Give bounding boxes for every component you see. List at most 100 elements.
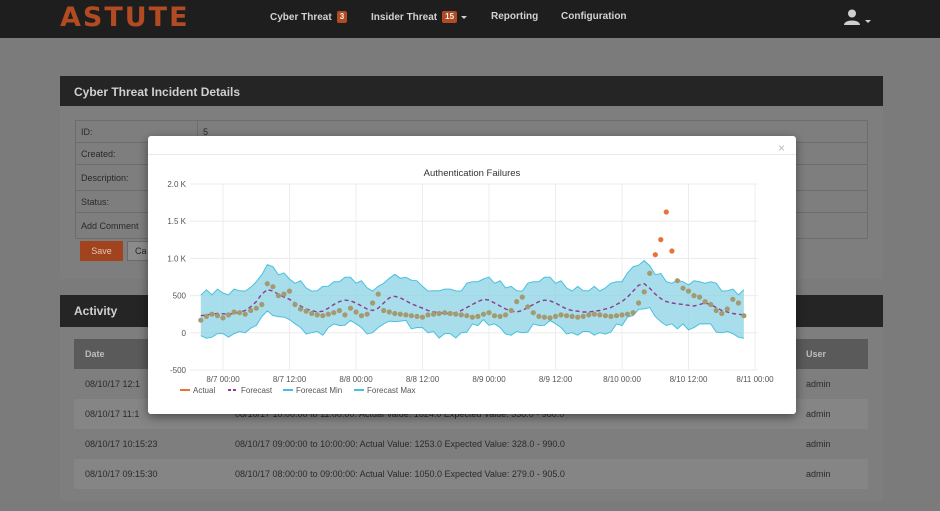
- close-icon[interactable]: ×: [777, 141, 785, 155]
- actual-data-point[interactable]: [536, 313, 542, 319]
- actual-data-point[interactable]: [214, 313, 221, 319]
- actual-data-point[interactable]: [514, 299, 520, 305]
- actual-data-point[interactable]: [353, 309, 359, 315]
- actual-data-point[interactable]: [552, 313, 559, 319]
- nav-configuration[interactable]: Configuration: [561, 11, 627, 22]
- actual-data-point[interactable]: [569, 313, 575, 319]
- actual-data-point[interactable]: [220, 315, 226, 321]
- nav-insider-threat[interactable]: Insider Threat 15: [371, 11, 468, 23]
- actual-data-point[interactable]: [491, 313, 498, 319]
- actual-data-point[interactable]: [641, 289, 647, 295]
- actual-data-point[interactable]: [575, 314, 581, 320]
- actual-data-point[interactable]: [525, 304, 531, 310]
- actual-data-point[interactable]: [442, 310, 448, 316]
- actual-data-point[interactable]: [259, 301, 265, 308]
- actual-data-point[interactable]: [652, 252, 658, 258]
- actual-data-point[interactable]: [486, 310, 492, 316]
- actual-data-point[interactable]: [691, 293, 697, 299]
- actual-data-point[interactable]: [503, 312, 509, 318]
- actual-data-point[interactable]: [636, 300, 642, 306]
- actual-data-point[interactable]: [231, 309, 237, 315]
- actual-data-point[interactable]: [403, 312, 409, 318]
- actual-data-point[interactable]: [414, 313, 420, 319]
- actual-data-point[interactable]: [730, 296, 736, 302]
- actual-data-point[interactable]: [597, 312, 603, 318]
- actual-data-point[interactable]: [292, 301, 298, 308]
- nav-reporting[interactable]: Reporting: [491, 11, 538, 22]
- actual-data-point[interactable]: [602, 313, 608, 319]
- actual-data-point[interactable]: [309, 310, 315, 317]
- actual-data-point[interactable]: [336, 307, 342, 314]
- actual-data-point[interactable]: [680, 285, 686, 291]
- actual-data-point[interactable]: [719, 310, 725, 317]
- actual-data-point[interactable]: [586, 312, 592, 318]
- actual-data-point[interactable]: [298, 306, 304, 312]
- actual-data-point[interactable]: [475, 313, 481, 319]
- actual-data-point[interactable]: [453, 311, 459, 317]
- actual-data-point[interactable]: [630, 310, 636, 316]
- actual-data-point[interactable]: [408, 313, 414, 319]
- actual-data-point[interactable]: [331, 310, 337, 316]
- actual-data-point[interactable]: [286, 288, 293, 294]
- actual-data-point[interactable]: [237, 310, 243, 316]
- actual-data-point[interactable]: [381, 307, 387, 314]
- actual-data-point[interactable]: [264, 281, 270, 287]
- actual-data-point[interactable]: [281, 291, 287, 297]
- actual-data-point[interactable]: [469, 314, 475, 320]
- actual-data-point[interactable]: [541, 314, 547, 320]
- astute-logo[interactable]: ASTUTE: [60, 2, 190, 33]
- nav-cyber-threat[interactable]: Cyber Threat 3: [270, 11, 348, 23]
- column-header-date[interactable]: Date: [85, 349, 105, 359]
- actual-data-point[interactable]: [425, 312, 431, 318]
- table-row[interactable]: 08/10/17 10:15:23 08/10/17 09:00:00 to 1…: [74, 429, 868, 459]
- actual-data-point[interactable]: [663, 209, 669, 215]
- actual-data-point[interactable]: [392, 310, 398, 317]
- actual-data-point[interactable]: [303, 308, 309, 314]
- actual-data-point[interactable]: [564, 313, 570, 319]
- actual-data-point[interactable]: [458, 312, 464, 318]
- actual-data-point[interactable]: [713, 307, 719, 314]
- actual-data-point[interactable]: [530, 310, 536, 316]
- actual-data-point[interactable]: [724, 306, 730, 312]
- actual-data-point[interactable]: [325, 311, 331, 317]
- table-row[interactable]: 08/10/17 12:1 admin: [74, 369, 868, 399]
- actual-data-point[interactable]: [608, 313, 614, 319]
- actual-data-point[interactable]: [253, 305, 259, 311]
- actual-data-point[interactable]: [519, 294, 525, 300]
- actual-data-point[interactable]: [275, 293, 281, 299]
- actual-data-point[interactable]: [436, 310, 442, 317]
- legend-item-forecast[interactable]: Forecast: [241, 386, 273, 395]
- actual-data-point[interactable]: [419, 314, 426, 320]
- legend-item-forecast-max[interactable]: Forecast Max: [367, 386, 415, 395]
- actual-data-point[interactable]: [480, 311, 487, 317]
- actual-data-point[interactable]: [669, 248, 675, 254]
- actual-data-point[interactable]: [508, 307, 514, 314]
- actual-data-point[interactable]: [370, 300, 376, 306]
- actual-data-point[interactable]: [613, 313, 620, 319]
- actual-data-point[interactable]: [242, 311, 248, 317]
- actual-data-point[interactable]: [386, 309, 392, 315]
- actual-data-point[interactable]: [674, 278, 681, 284]
- actual-data-point[interactable]: [624, 311, 631, 317]
- actual-data-point[interactable]: [447, 310, 453, 317]
- user-menu[interactable]: [843, 8, 871, 26]
- actual-data-point[interactable]: [735, 300, 742, 306]
- actual-data-point[interactable]: [358, 313, 365, 319]
- actual-data-point[interactable]: [580, 313, 586, 319]
- legend-item-forecast-min[interactable]: Forecast Min: [296, 386, 342, 395]
- actual-data-point[interactable]: [591, 311, 597, 317]
- actual-data-point[interactable]: [198, 317, 204, 323]
- actual-data-point[interactable]: [547, 315, 553, 321]
- actual-data-point[interactable]: [464, 313, 470, 319]
- legend-item-actual[interactable]: Actual: [193, 386, 215, 395]
- actual-data-point[interactable]: [342, 312, 348, 318]
- actual-data-point[interactable]: [397, 311, 403, 317]
- actual-data-point[interactable]: [248, 307, 254, 314]
- actual-data-point[interactable]: [320, 313, 326, 319]
- actual-data-point[interactable]: [658, 237, 664, 243]
- actual-data-point[interactable]: [685, 288, 692, 294]
- actual-data-point[interactable]: [741, 313, 747, 319]
- actual-data-point[interactable]: [647, 270, 653, 276]
- column-header-user[interactable]: User: [806, 349, 827, 359]
- actual-data-point[interactable]: [619, 312, 625, 318]
